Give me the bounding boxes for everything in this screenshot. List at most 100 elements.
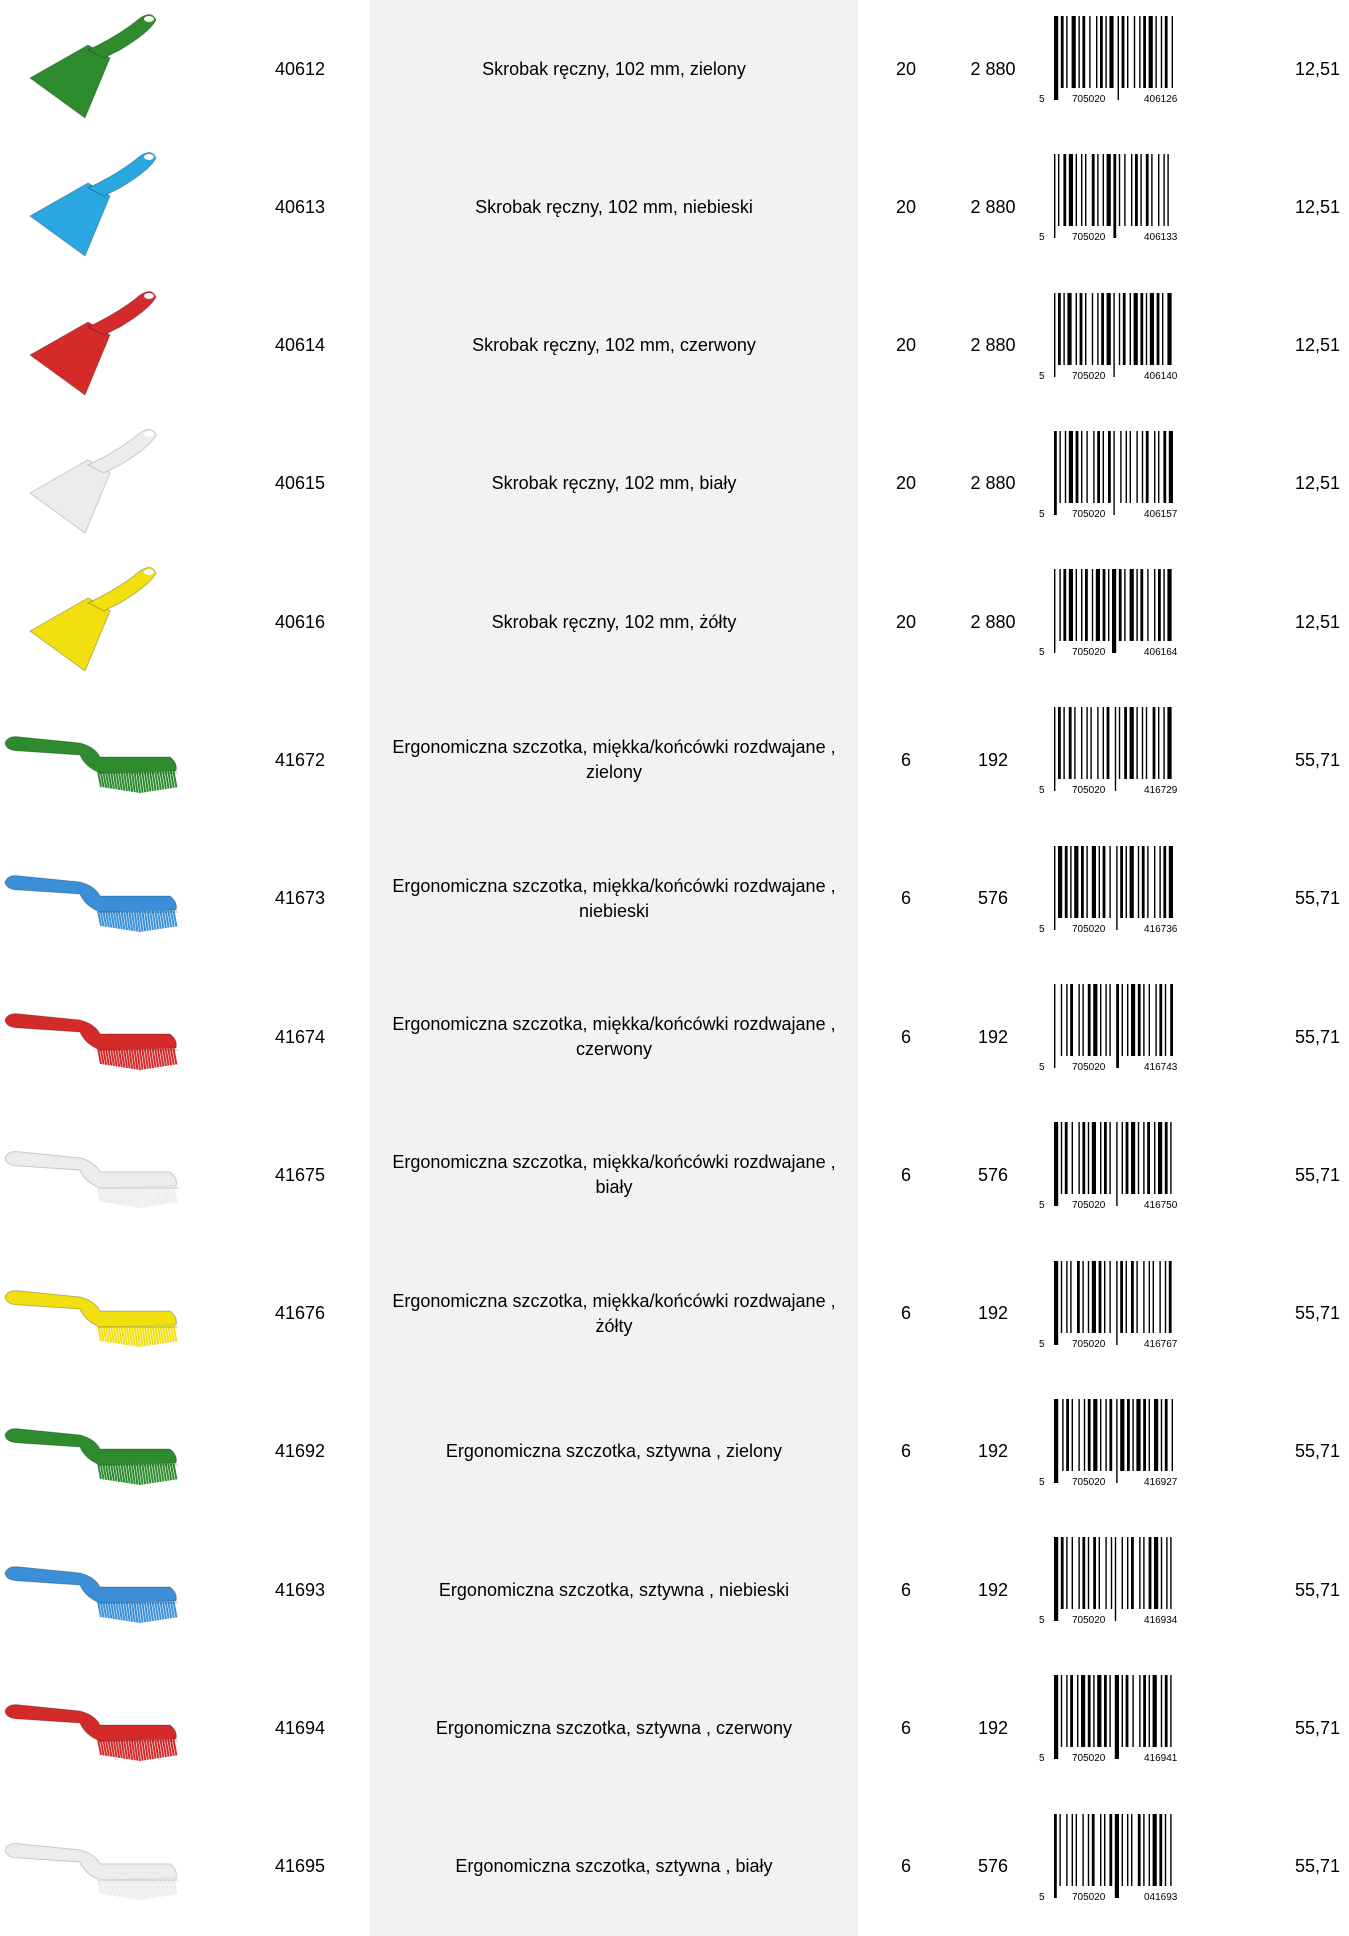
brush-handle bbox=[4, 1566, 177, 1604]
barcode-bar bbox=[1145, 154, 1149, 227]
barcode-bar bbox=[1078, 1122, 1080, 1195]
barcode-bar bbox=[1066, 1260, 1068, 1333]
bristle bbox=[159, 909, 165, 929]
barcode-bar bbox=[1100, 1122, 1102, 1195]
bristle bbox=[110, 771, 115, 790]
barcode-bar bbox=[1154, 845, 1156, 918]
bristle bbox=[156, 909, 162, 929]
bristle bbox=[172, 1462, 178, 1480]
bristle bbox=[143, 1877, 149, 1899]
barcode-digit: 5 bbox=[1039, 1477, 1045, 1488]
barcode-bar bbox=[1137, 984, 1141, 1056]
bristle bbox=[128, 1186, 134, 1208]
bristle bbox=[143, 1047, 149, 1069]
barcode-bar bbox=[1054, 984, 1056, 1068]
bristle bbox=[172, 1324, 178, 1342]
price-text: 55,71 bbox=[1294, 1856, 1340, 1877]
brush-handle bbox=[4, 736, 177, 774]
product-row: 41674 Ergonomiczna szczotka, miękka/końcó… bbox=[0, 968, 1349, 1106]
handle-hole bbox=[144, 569, 154, 576]
bristle bbox=[172, 1739, 178, 1757]
brush-handle bbox=[4, 1842, 177, 1881]
barcode: 5 705020 416729 bbox=[1039, 707, 1178, 796]
bristle bbox=[110, 1047, 115, 1067]
brush-handle bbox=[4, 1289, 177, 1328]
bristle bbox=[110, 1739, 115, 1758]
barcode-bar bbox=[1171, 1398, 1173, 1471]
bristle bbox=[164, 771, 170, 790]
pallet-text: 2 880 bbox=[970, 335, 1016, 356]
pallet-text: 192 bbox=[977, 1026, 1009, 1047]
bristle bbox=[149, 1186, 154, 1207]
price-text: 12,51 bbox=[1294, 58, 1340, 79]
barcode-bar bbox=[1147, 1122, 1150, 1195]
barcode-bar bbox=[1102, 845, 1106, 918]
bristle bbox=[164, 1600, 170, 1619]
product-description: Skrobak ręczny, 102 mm, niebieski bbox=[370, 138, 858, 276]
bristle bbox=[151, 1186, 157, 1207]
bristle bbox=[159, 1877, 165, 1897]
barcode-bar bbox=[1098, 1537, 1100, 1610]
barcode-bar bbox=[1078, 1537, 1080, 1610]
barcode-bar bbox=[1054, 1675, 1059, 1760]
barcode-digit: 5 bbox=[1039, 1892, 1045, 1903]
barcode-bar bbox=[1105, 984, 1107, 1056]
bristle bbox=[151, 1739, 157, 1760]
brush-handle bbox=[4, 1704, 177, 1742]
bristle bbox=[167, 1877, 173, 1896]
bristle bbox=[115, 1877, 121, 1897]
brush-handle bbox=[4, 874, 177, 913]
barcode-bar bbox=[1081, 430, 1083, 503]
barcode-bar bbox=[1081, 845, 1084, 918]
bristle bbox=[123, 1877, 128, 1898]
bristle bbox=[146, 771, 152, 792]
bristle bbox=[138, 909, 144, 932]
bristle bbox=[120, 1877, 126, 1898]
barcode-bar bbox=[1127, 1398, 1130, 1471]
bristle bbox=[97, 1324, 102, 1341]
barcode-bar bbox=[1121, 1537, 1123, 1610]
bristle bbox=[172, 909, 178, 927]
pallet-text: 576 bbox=[977, 1856, 1009, 1877]
qty-text: 6 bbox=[900, 1717, 911, 1738]
barcode-digit: 5 bbox=[1039, 1753, 1045, 1764]
barcode-bar bbox=[1114, 1537, 1117, 1622]
bristle bbox=[136, 1601, 141, 1624]
barcode-bar bbox=[1158, 707, 1160, 780]
barcode-bar bbox=[1102, 154, 1104, 227]
bristle bbox=[159, 771, 165, 790]
barcode-bar bbox=[1131, 1537, 1134, 1610]
barcode-bar bbox=[1089, 16, 1091, 88]
bristle bbox=[110, 1462, 115, 1482]
bristle bbox=[115, 1324, 121, 1344]
barcode-bar bbox=[1121, 1122, 1123, 1195]
barcode-bar bbox=[1071, 1398, 1073, 1471]
price-text: 12,51 bbox=[1294, 611, 1340, 632]
bristle bbox=[159, 1739, 165, 1758]
bristle bbox=[102, 1600, 108, 1619]
barcode-bar bbox=[1113, 430, 1115, 515]
pallet-text: 2 880 bbox=[970, 611, 1016, 632]
bristle bbox=[130, 1324, 136, 1346]
pallet-quantity: 576 bbox=[953, 830, 1033, 968]
price: 55,71 bbox=[1240, 968, 1340, 1106]
bristle bbox=[164, 1324, 170, 1343]
barcode-digits: 406157 bbox=[1144, 509, 1178, 520]
barcode-bar bbox=[1164, 1813, 1167, 1886]
bristle bbox=[167, 1324, 173, 1342]
barcode-bar bbox=[1121, 984, 1123, 1056]
barcode-bar bbox=[1067, 292, 1072, 365]
brush-handle bbox=[4, 1151, 177, 1189]
bristle bbox=[99, 1739, 105, 1757]
description-text: Ergonomiczna szczotka, sztywna , zielony bbox=[445, 1441, 783, 1462]
bristle bbox=[141, 1462, 147, 1485]
barcode-digits: 705020 bbox=[1072, 647, 1106, 658]
barcode-bar bbox=[1095, 569, 1100, 642]
bristle bbox=[167, 1739, 173, 1757]
barcode-bar bbox=[1158, 430, 1160, 503]
description-text: Skrobak ręczny, 102 mm, żółty bbox=[491, 611, 737, 632]
barcode-bar bbox=[1121, 1675, 1123, 1748]
barcode-bar bbox=[1137, 1122, 1140, 1195]
barcode: 5 705020 041693 bbox=[1039, 1813, 1178, 1903]
code-text: 40612 bbox=[274, 58, 326, 79]
